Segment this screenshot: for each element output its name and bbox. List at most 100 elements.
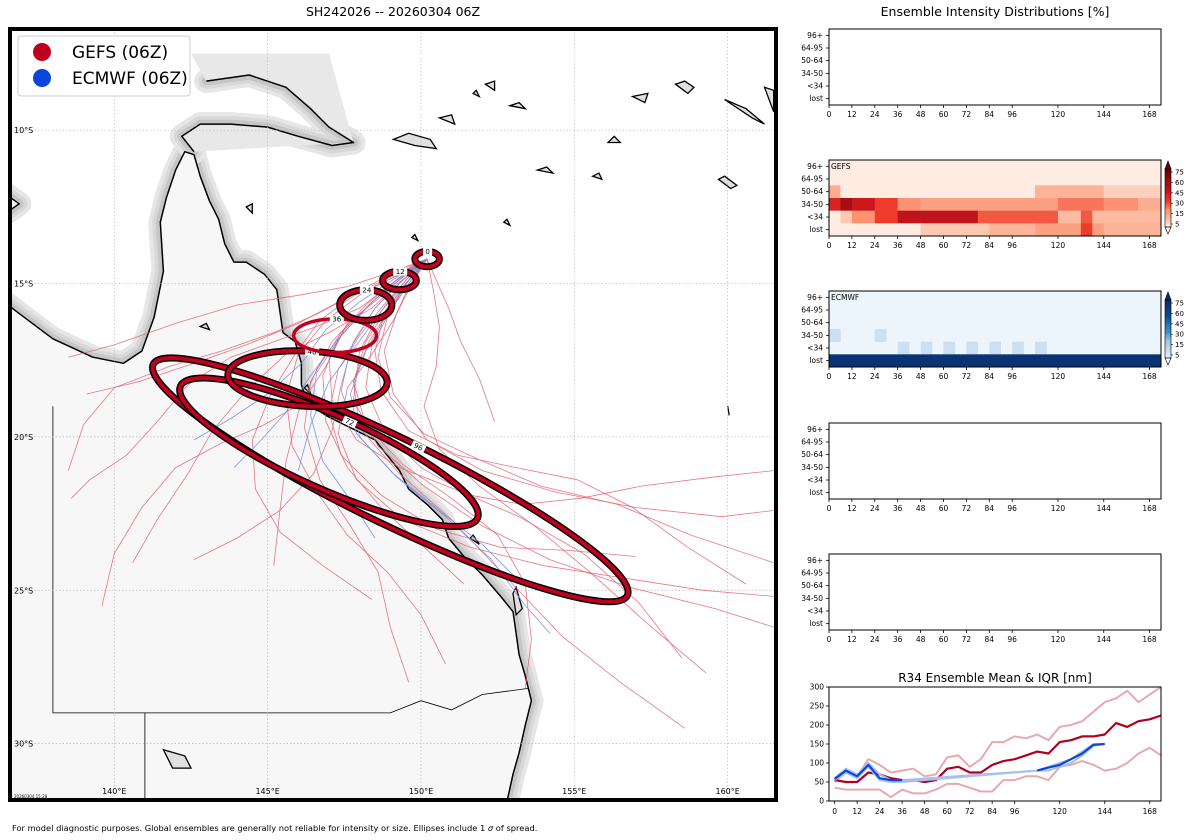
colorbar-step [1165,209,1171,212]
r34-series [833,687,1161,799]
lead-hour-label: 36 [893,372,903,381]
ellipse-lead-label: 12 [396,268,405,276]
intensity-category-label: 50-64 [801,187,823,196]
intensity-category-label: <34 [807,82,823,91]
lead-hour-label: 84 [985,635,995,644]
colorbar-step [1165,199,1171,202]
distribution-cell [897,198,921,211]
colorbar-step [1165,184,1171,187]
colorbar-extend-min [1164,357,1172,366]
colorbar-step [1165,203,1171,206]
gefs-legend-label: GEFS (06Z) [72,43,168,63]
lat-label: 25°S [14,586,33,595]
r34-x-tick-label: 168 [1143,807,1158,816]
r34-y-tick-label: 150 [810,740,825,749]
colorbar-step [1165,320,1171,323]
colorbar-step [1165,202,1171,205]
lead-hour-label: 12 [847,635,857,644]
lead-hour-label: 168 [1142,372,1157,381]
intensity-category-label: <34 [807,344,823,353]
colorbar-tick-label: 75 [1175,169,1184,177]
colorbar-tick-label: 45 [1175,189,1184,197]
r34-x-tick-label: 0 [832,807,837,816]
colorbar-step [1165,331,1171,334]
lead-hour-label: 48 [916,635,926,644]
distribution-cell [840,210,853,224]
colorbar-step [1165,308,1171,311]
island [198,322,211,331]
island [437,114,456,126]
distribution-cell [1057,210,1082,224]
colorbar-step [1165,339,1171,341]
intensity-category-label: lost [809,488,823,497]
map-title: SH242026 -- 20260304 06Z [306,4,480,19]
lead-hour-label: 0 [827,241,832,250]
lead-hour-label: 48 [916,372,926,381]
spread-ellipse: 12 [379,267,420,294]
distribution-cell [1035,223,1082,237]
island [674,80,695,95]
colorbar-step [1165,169,1171,171]
lead-hour-label: 24 [870,110,880,119]
colorbar-step [1165,324,1171,327]
lead-hour-label: 24 [870,504,880,513]
lead-hour-label: 72 [962,635,972,644]
colorbar-step [1165,347,1171,350]
r34-x-tick-label: 96 [1010,807,1020,816]
colorbar-tick-label: 30 [1175,200,1184,208]
ecmwf-legend-label: ECMWF (06Z) [72,69,188,89]
gefs-member-track [328,258,683,658]
distribution-cell [966,341,979,355]
colorbar-step [1165,321,1171,324]
gefs-legend-marker [33,43,51,61]
panel-frame [828,290,1162,368]
distribution-cell [920,223,990,237]
intensity-distribution-panels: 96+ 64-95 50-64 34-50 <34 lost 0 12 24 36 48 60 72 84… [801,28,1184,644]
r34-y-tick-label: 50 [814,778,824,787]
lead-hour-label: 84 [985,110,995,119]
distribution-cell [829,185,841,199]
intensity-category-label: 50-64 [801,581,823,590]
spread-ellipse: 0 [411,247,443,271]
colorbar-step [1165,317,1171,320]
colorbar-tick-label: 5 [1175,352,1179,360]
lead-hour-label: 0 [827,635,832,644]
island [512,585,523,617]
colorbar-step [1165,344,1171,347]
coastline [181,74,355,153]
r34-line-ecmwf_mean [1036,742,1105,772]
lat-label: 20°S [14,433,33,442]
panel-frame [828,28,1162,106]
panel-frame [828,159,1162,237]
lead-hour-label: 72 [962,504,972,513]
intensity-category-label: 50-64 [801,318,823,327]
r34-line-gefs_mean [834,714,1161,784]
island [727,406,730,416]
ellipse-fill-ring [150,355,631,604]
colorbar-tick-label: 60 [1175,310,1184,318]
coastline-layer [10,53,775,800]
lead-hour-label: 36 [893,504,903,513]
colorbar-step [1165,323,1171,325]
distribution-cell [829,329,841,342]
panel-model-label: ECMWF [831,293,859,302]
r34-x-tick-label: 84 [987,807,997,816]
lead-hour-label: 24 [870,241,880,250]
colorbar-step [1165,198,1171,200]
gefs-member-track [303,258,428,683]
lead-hour-label: 36 [893,241,903,250]
colorbar-step [1165,222,1171,225]
r34-x-tick-label: 48 [920,807,930,816]
r34-x-tick-label: 36 [897,807,907,816]
r34-line-ecmwf_mean [833,763,903,782]
lead-hour-label: 60 [939,110,949,119]
colorbar-step [1165,352,1171,354]
colorbar-step [1165,208,1171,210]
lead-hour-label: 48 [916,241,926,250]
colorbar-step [1165,302,1171,305]
lead-hour-label: 12 [847,504,857,513]
colorbar-step [1165,176,1171,178]
lead-hour-label: 144 [1097,241,1112,250]
intensity-category-label: <34 [807,607,823,616]
colorbar-step [1165,318,1171,321]
